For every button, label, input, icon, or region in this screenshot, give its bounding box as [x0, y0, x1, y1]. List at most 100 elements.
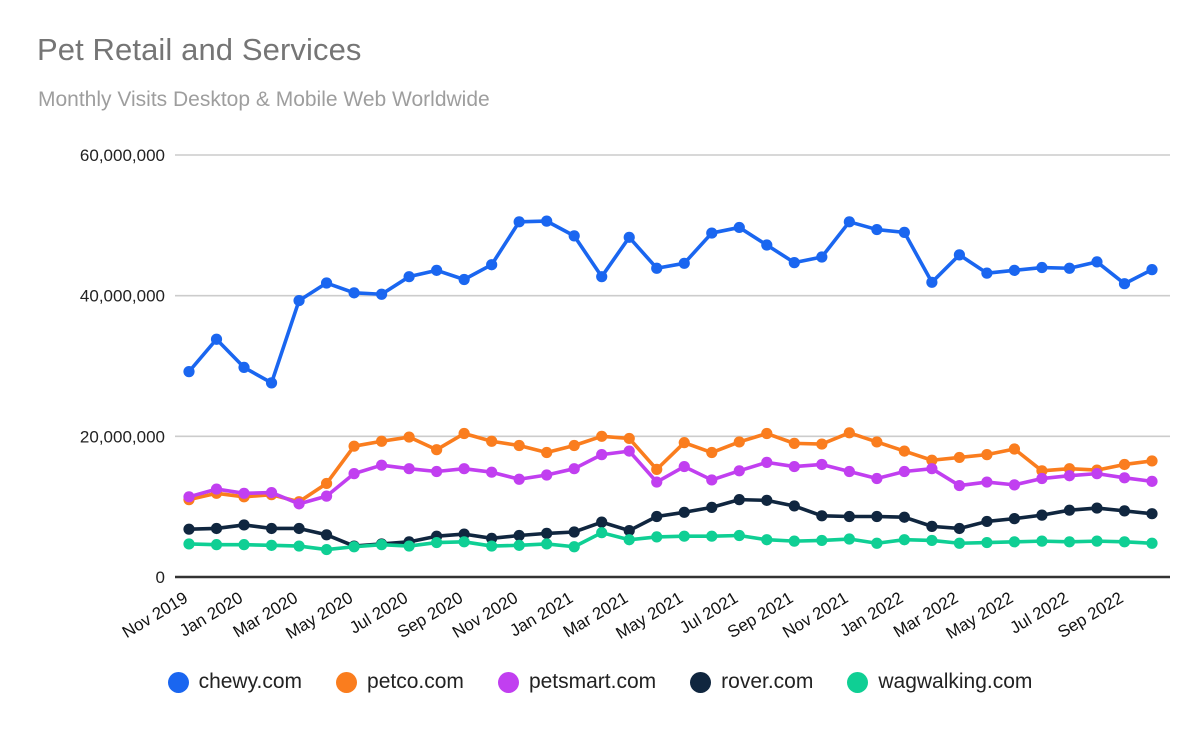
data-point[interactable]	[1008, 479, 1021, 491]
data-point[interactable]	[1063, 470, 1076, 482]
data-point[interactable]	[541, 527, 553, 539]
data-point[interactable]	[981, 267, 993, 279]
data-point[interactable]	[320, 277, 333, 289]
data-point[interactable]	[431, 264, 443, 276]
data-point[interactable]	[1146, 455, 1158, 467]
data-point[interactable]	[623, 432, 635, 445]
data-point[interactable]	[898, 534, 910, 546]
data-point[interactable]	[183, 523, 195, 535]
data-point[interactable]	[981, 515, 993, 528]
data-point[interactable]	[1091, 535, 1103, 547]
data-point[interactable]	[458, 528, 470, 540]
data-point[interactable]	[1036, 509, 1048, 521]
data-point[interactable]	[1146, 537, 1158, 549]
data-point[interactable]	[871, 223, 883, 236]
data-point[interactable]	[513, 473, 525, 485]
data-point[interactable]	[1118, 536, 1131, 548]
data-point[interactable]	[568, 526, 580, 538]
data-point[interactable]	[431, 444, 443, 456]
data-point[interactable]	[953, 479, 966, 492]
data-point[interactable]	[651, 510, 663, 523]
data-point[interactable]	[651, 476, 663, 488]
data-point[interactable]	[486, 532, 498, 544]
data-point[interactable]	[568, 463, 580, 475]
data-point[interactable]	[651, 262, 663, 274]
data-point[interactable]	[1036, 472, 1048, 485]
data-point[interactable]	[596, 516, 608, 528]
data-point[interactable]	[183, 491, 195, 503]
legend-item-petco-com[interactable]: petco.com	[336, 670, 464, 694]
data-point[interactable]	[1146, 475, 1158, 487]
legend-item-chewy-com[interactable]: chewy.com	[167, 670, 302, 694]
legend-item-wagwalking-com[interactable]: wagwalking.com	[847, 670, 1032, 694]
data-point[interactable]	[843, 533, 855, 545]
data-point[interactable]	[733, 494, 745, 506]
data-point[interactable]	[898, 465, 910, 478]
data-point[interactable]	[486, 259, 498, 271]
data-point[interactable]	[458, 463, 470, 475]
data-point[interactable]	[403, 463, 415, 475]
data-point[interactable]	[513, 439, 525, 452]
data-point[interactable]	[1063, 262, 1076, 274]
data-point[interactable]	[678, 530, 690, 542]
data-point[interactable]	[981, 476, 993, 488]
data-point[interactable]	[403, 431, 415, 443]
data-point[interactable]	[265, 522, 278, 535]
data-point[interactable]	[843, 510, 855, 523]
data-point[interactable]	[348, 287, 360, 299]
data-point[interactable]	[596, 527, 608, 539]
data-point[interactable]	[376, 459, 388, 471]
data-point[interactable]	[816, 534, 828, 547]
data-point[interactable]	[568, 230, 580, 242]
data-point[interactable]	[1118, 278, 1131, 290]
data-point[interactable]	[816, 458, 828, 471]
data-point[interactable]	[898, 226, 910, 238]
data-point[interactable]	[238, 519, 250, 531]
data-point[interactable]	[210, 539, 223, 551]
data-point[interactable]	[788, 535, 800, 547]
data-point[interactable]	[1008, 264, 1021, 276]
data-point[interactable]	[871, 510, 883, 523]
data-point[interactable]	[816, 251, 828, 263]
data-point[interactable]	[293, 294, 305, 307]
data-point[interactable]	[1091, 468, 1103, 480]
data-point[interactable]	[843, 216, 855, 228]
data-point[interactable]	[348, 468, 360, 480]
data-point[interactable]	[513, 216, 525, 228]
data-point[interactable]	[816, 510, 828, 522]
data-point[interactable]	[513, 539, 525, 551]
data-point[interactable]	[486, 435, 498, 447]
data-point[interactable]	[403, 271, 415, 283]
data-point[interactable]	[376, 288, 388, 300]
data-point[interactable]	[458, 273, 470, 286]
data-point[interactable]	[651, 463, 663, 475]
data-point[interactable]	[761, 427, 773, 440]
data-point[interactable]	[568, 439, 580, 452]
data-point[interactable]	[1036, 261, 1048, 274]
legend-item-petsmart-com[interactable]: petsmart.com	[497, 670, 656, 694]
data-point[interactable]	[678, 460, 690, 473]
data-point[interactable]	[376, 435, 388, 447]
data-point[interactable]	[981, 536, 993, 549]
data-point[interactable]	[293, 498, 305, 510]
data-point[interactable]	[1091, 502, 1103, 514]
data-point[interactable]	[320, 529, 333, 541]
data-point[interactable]	[953, 522, 966, 535]
data-point[interactable]	[183, 366, 195, 378]
legend-item-rover-com[interactable]: rover.com	[690, 670, 813, 694]
data-point[interactable]	[733, 465, 745, 477]
data-point[interactable]	[706, 227, 718, 239]
data-point[interactable]	[238, 539, 250, 551]
data-point[interactable]	[843, 465, 855, 478]
data-point[interactable]	[926, 463, 938, 475]
data-point[interactable]	[486, 540, 498, 552]
data-point[interactable]	[1036, 535, 1048, 547]
data-point[interactable]	[1063, 504, 1076, 516]
data-point[interactable]	[706, 474, 718, 486]
data-point[interactable]	[541, 446, 553, 459]
data-point[interactable]	[1118, 472, 1131, 484]
data-point[interactable]	[816, 438, 828, 450]
data-point[interactable]	[1008, 513, 1021, 525]
data-point[interactable]	[788, 500, 800, 512]
data-point[interactable]	[981, 449, 993, 461]
